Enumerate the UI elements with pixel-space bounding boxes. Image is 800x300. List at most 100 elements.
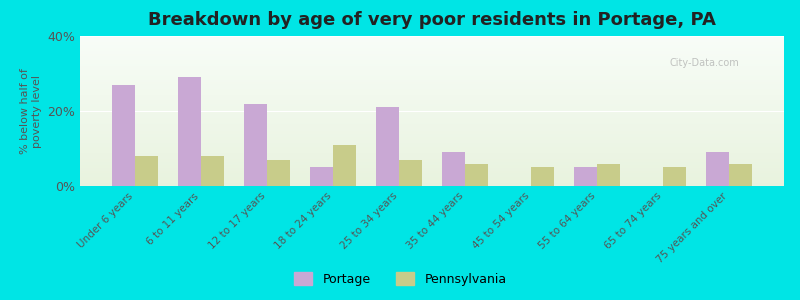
Bar [80,90,784,92]
Bar [80,126,784,128]
Bar [80,141,784,142]
Bar [80,168,784,170]
Bar [80,169,784,171]
Bar [442,152,465,186]
Bar [80,123,784,124]
Bar [80,156,784,158]
Bar [80,40,784,42]
Bar [80,66,784,68]
Bar [310,167,333,186]
Bar [80,39,784,40]
Bar [80,99,784,100]
Bar [80,162,784,164]
Bar [80,172,784,174]
Bar [80,46,784,48]
Bar [80,129,784,130]
Bar [80,159,784,160]
Bar [80,132,784,134]
Bar [80,81,784,82]
Bar [80,60,784,61]
Bar [80,42,784,44]
Bar [80,38,784,39]
Bar [80,138,784,140]
Bar [80,44,784,45]
Y-axis label: % below half of
poverty level: % below half of poverty level [20,68,42,154]
Bar [80,108,784,110]
Bar [80,184,784,186]
Bar [201,156,224,186]
Bar [80,120,784,122]
Text: City-Data.com: City-Data.com [669,58,739,68]
Bar [80,69,784,70]
Bar [80,167,784,168]
Bar [574,167,597,186]
Bar [663,167,686,186]
Bar [80,72,784,74]
Bar [531,167,554,186]
Bar [80,130,784,132]
Bar [376,107,399,186]
Title: Breakdown by age of very poor residents in Portage, PA: Breakdown by age of very poor residents … [148,11,716,29]
Bar [80,160,784,162]
Bar [80,182,784,183]
Bar [80,124,784,126]
Bar [80,48,784,50]
Bar [80,148,784,150]
Bar [80,82,784,84]
Bar [80,85,784,87]
Bar [80,176,784,177]
Bar [80,92,784,93]
Bar [80,177,784,178]
Bar [80,45,784,46]
Bar [80,94,784,96]
Bar [80,180,784,182]
Bar [80,122,784,123]
Bar [80,147,784,148]
Bar [80,50,784,51]
Bar [80,78,784,80]
Bar [80,174,784,176]
Bar [80,154,784,156]
Bar [80,58,784,60]
Bar [80,106,784,108]
Bar [80,114,784,116]
Bar [333,145,356,186]
Bar [80,76,784,78]
Bar [178,77,201,186]
Bar [80,54,784,56]
Bar [80,111,784,112]
Bar [80,183,784,184]
Bar [244,103,267,186]
Bar [80,74,784,75]
Bar [80,140,784,141]
Bar [80,117,784,118]
Bar [80,63,784,64]
Bar [80,36,784,38]
Bar [80,52,784,54]
Bar [80,96,784,98]
Bar [267,160,290,186]
Bar [80,178,784,180]
Bar [465,164,488,186]
Bar [80,103,784,105]
Bar [80,70,784,72]
Bar [80,110,784,111]
Bar [80,144,784,146]
Bar [80,88,784,90]
Bar [80,116,784,117]
Bar [80,158,784,159]
Bar [80,57,784,58]
Bar [80,56,784,57]
Bar [80,134,784,135]
Bar [80,164,784,165]
Bar [80,64,784,66]
Bar [80,128,784,129]
Bar [80,87,784,88]
Bar [80,102,784,104]
Bar [80,75,784,76]
Bar [80,100,784,102]
Bar [80,152,784,153]
Bar [80,61,784,63]
Bar [80,171,784,172]
Bar [80,80,784,81]
